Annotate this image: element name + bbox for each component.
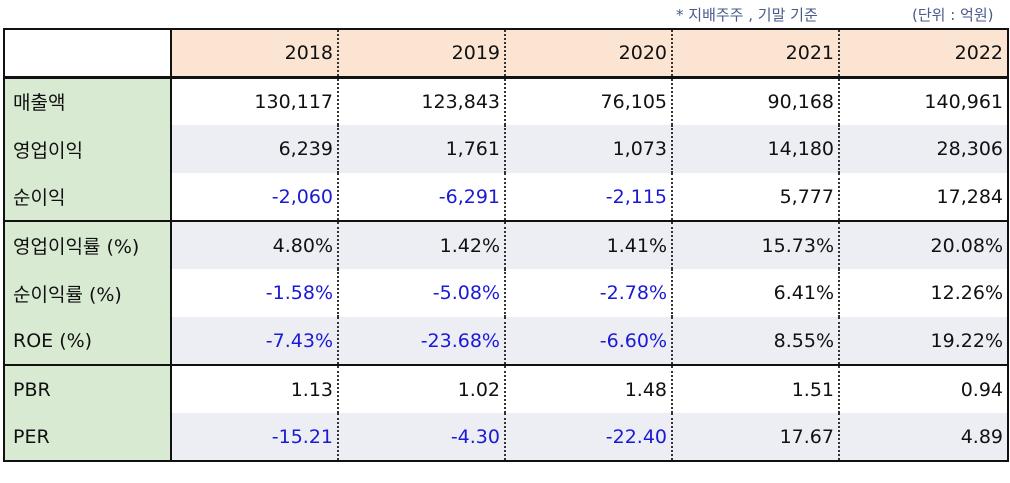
table-row: 순이익률 (%) -1.58% -5.08% -2.78% 6.41% 12.26% [3,269,1009,317]
value-cell: 1.51 [672,364,840,413]
year-header: 2019 [338,28,506,78]
row-label: 영업이익률 (%) [3,220,172,269]
year-header: 2022 [839,28,1009,78]
value-cell: 17.67 [672,413,840,462]
value-cell: 6.41% [672,269,840,317]
value-cell: -2.78% [505,269,673,317]
table-row: 영업이익 6,239 1,761 1,073 14,180 28,306 [3,125,1009,173]
value-cell: -5.08% [338,269,506,317]
value-cell: 123,843 [338,75,506,125]
value-cell: 0.94 [839,364,1009,413]
value-cell: 28,306 [839,125,1009,173]
value-cell: 17,284 [839,173,1009,221]
row-label: PER [3,413,172,462]
row-label: 매출액 [3,75,172,125]
value-cell: 5,777 [672,173,840,221]
table-row: 순이익 -2,060 -6,291 -2,115 5,777 17,284 [3,173,1009,221]
row-label: 영업이익 [3,125,172,173]
value-cell: -23.68% [338,317,506,365]
row-label: ROE (%) [3,317,172,365]
value-cell: -6.60% [505,317,673,365]
value-cell: 4.80% [171,220,339,269]
table-row: ROE (%) -7.43% -23.68% -6.60% 8.55% 19.22% [3,317,1009,365]
value-cell: 6,239 [171,125,339,173]
table-row: 영업이익률 (%) 4.80% 1.42% 1.41% 15.73% 20.08% [3,220,1009,269]
row-label: 순이익 [3,173,172,221]
value-cell: -22.40 [505,413,673,462]
value-cell: -7.43% [171,317,339,365]
value-cell: 140,961 [839,75,1009,125]
row-label: 순이익률 (%) [3,269,172,317]
value-cell: 15.73% [672,220,840,269]
value-cell: -2,060 [171,173,339,221]
financial-table: 2018 2019 2020 2021 2022 매출액 130,117 123,8… [3,28,1009,462]
value-cell: 90,168 [672,75,840,125]
value-cell: -15.21 [171,413,339,462]
value-cell: -4.30 [338,413,506,462]
value-cell: -2,115 [505,173,673,221]
value-cell: 20.08% [839,220,1009,269]
value-cell: 130,117 [171,75,339,125]
year-header: 2021 [672,28,840,78]
value-cell: 8.55% [672,317,840,365]
value-cell: 14,180 [672,125,840,173]
year-header: 2018 [171,28,339,78]
basis-note: * 지배주주 , 기말 기준 [676,6,818,24]
value-cell: 1,073 [505,125,673,173]
value-cell: 1.48 [505,364,673,413]
table-row: PER -15.21 -4.30 -22.40 17.67 4.89 [3,413,1009,462]
value-cell: 1,761 [338,125,506,173]
value-cell: 1.41% [505,220,673,269]
table-row: PBR 1.13 1.02 1.48 1.51 0.94 [3,364,1009,413]
unit-note: (단위 : 억원) [912,6,994,24]
year-header: 2020 [505,28,673,78]
value-cell: -1.58% [171,269,339,317]
table-row: 매출액 130,117 123,843 76,105 90,168 140,961 [3,75,1009,125]
value-cell: 1.42% [338,220,506,269]
value-cell: 1.02 [338,364,506,413]
row-label: PBR [3,364,172,413]
value-cell: 1.13 [171,364,339,413]
value-cell: 76,105 [505,75,673,125]
value-cell: 19.22% [839,317,1009,365]
value-cell: -6,291 [338,173,506,221]
value-cell: 12.26% [839,269,1009,317]
value-cell: 4.89 [839,413,1009,462]
header-row: 2018 2019 2020 2021 2022 [3,28,1009,78]
corner-cell [3,28,172,78]
